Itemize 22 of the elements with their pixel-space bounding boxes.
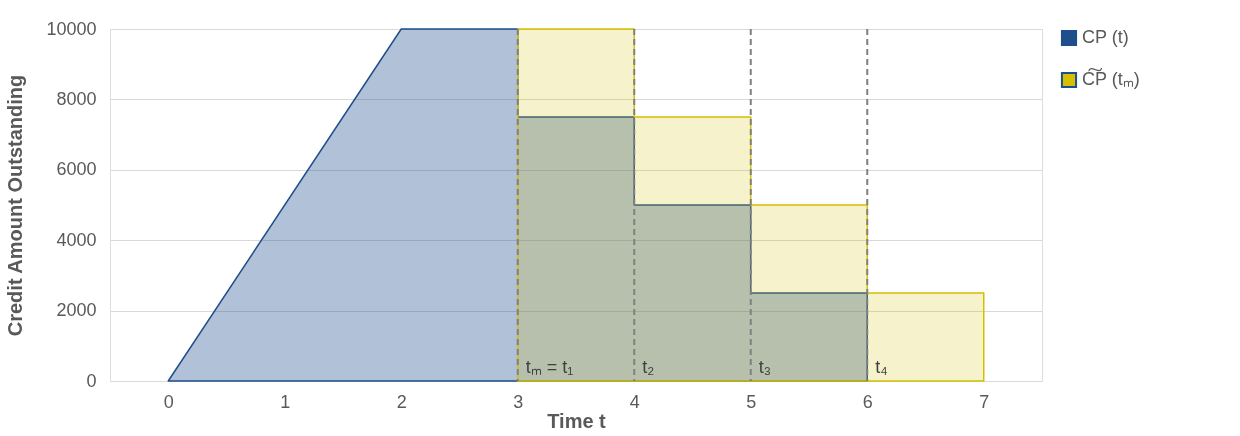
ref-line-label: t₂	[642, 357, 655, 377]
x-axis-title: Time t	[547, 409, 607, 432]
x-tick-label: 7	[979, 391, 990, 412]
y-tick-label: 8000	[56, 88, 97, 109]
ref-line-label: t₃	[758, 357, 772, 377]
y-axis-title: Credit Amount Outstanding	[4, 74, 27, 337]
x-tick-label: 2	[396, 391, 407, 412]
y-tick-label: 6000	[56, 159, 97, 180]
legend-label: C͠P (tₘ)	[1082, 66, 1140, 89]
x-tick-label: 3	[513, 391, 524, 412]
x-tick-label: 1	[280, 391, 291, 412]
ref-line-label: t₄	[875, 357, 888, 377]
x-tick-label: 6	[862, 391, 873, 412]
x-tick-label: 4	[629, 391, 640, 412]
ref-line-label: tₘ = t₁	[525, 357, 574, 377]
y-tick-label: 10000	[46, 18, 97, 39]
y-tick-label: 2000	[56, 300, 97, 321]
y-tick-label: 0	[86, 370, 97, 391]
x-tick-label: 0	[163, 391, 174, 412]
legend-label: CP (t)	[1082, 27, 1129, 47]
x-tick-label: 5	[746, 391, 757, 412]
y-tick-label: 4000	[56, 229, 97, 250]
